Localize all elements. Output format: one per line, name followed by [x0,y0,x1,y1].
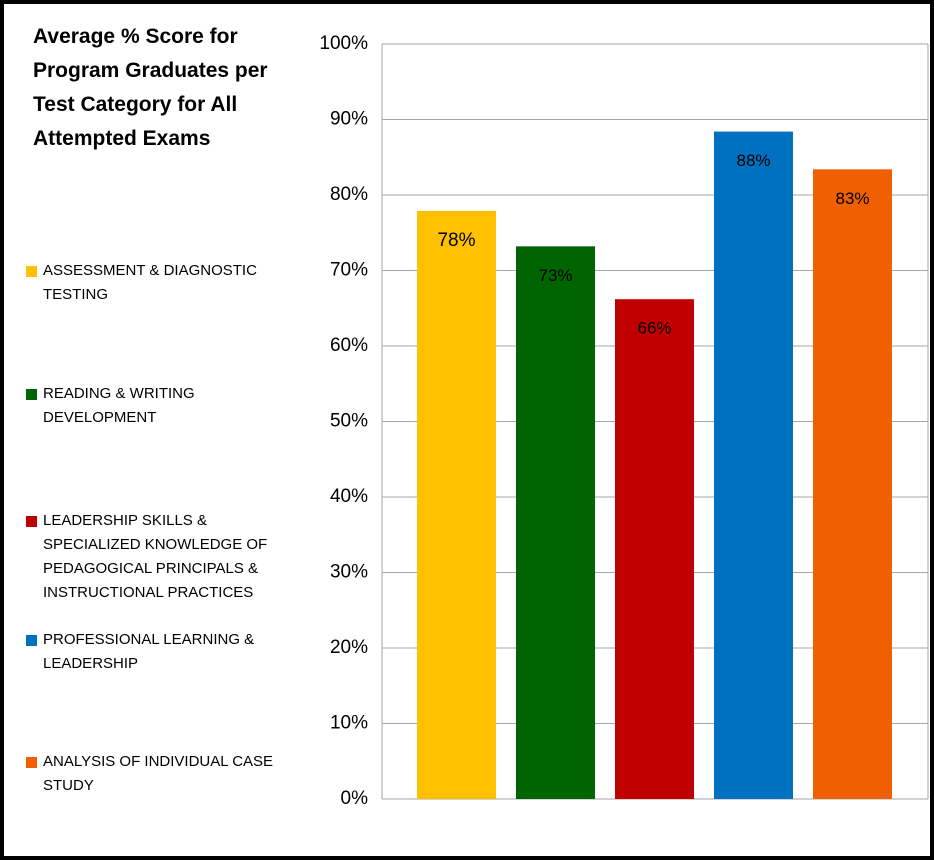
bar [714,131,793,799]
legend-swatch [26,516,37,527]
chart-title: Average % Score for Program Graduates pe… [33,25,268,150]
legend-label: READING & WRITING DEVELOPMENT [43,385,195,426]
y-tick-label: 80% [330,184,368,205]
legend-label: ASSESSMENT & DIAGNOSTIC TESTING [43,262,257,303]
legend-item: ANALYSIS OF INDIVIDUAL CASE STUDY [26,750,288,798]
data-label: 73% [538,266,572,285]
y-tick-label: 70% [330,260,368,281]
legend-item: LEADERSHIP SKILLS & SPECIALIZED KNOWLEDG… [26,509,288,605]
bar [615,299,694,799]
legend-swatch [26,266,37,277]
legend-item: PROFESSIONAL LEARNING & LEADERSHIP [26,628,288,676]
bar [516,246,595,800]
data-label: 78% [437,230,475,251]
legend-item: READING & WRITING DEVELOPMENT [26,382,288,430]
y-tick-label: 10% [330,713,368,734]
y-tick-label: 60% [330,335,368,356]
legend-swatch [26,389,37,400]
y-tick-label: 30% [330,562,368,583]
legend-item: ASSESSMENT & DIAGNOSTIC TESTING [26,259,288,307]
y-tick-label: 100% [319,33,368,54]
data-label: 88% [736,151,770,170]
data-label: 66% [637,319,671,338]
y-tick-label: 90% [330,109,368,130]
legend-label: ANALYSIS OF INDIVIDUAL CASE STUDY [43,753,274,794]
legend-swatch [26,635,37,646]
y-tick-label: 50% [330,411,368,432]
data-label: 83% [835,189,869,208]
bar [813,169,892,799]
y-tick-label: 40% [330,486,368,507]
bar [417,210,496,800]
y-tick-label: 20% [330,637,368,658]
legend-swatch [26,757,37,768]
legend-label: PROFESSIONAL LEARNING & LEADERSHIP [43,631,255,672]
y-tick-label: 0% [341,788,369,809]
legend-label: LEADERSHIP SKILLS & SPECIALIZED KNOWLEDG… [43,512,268,601]
